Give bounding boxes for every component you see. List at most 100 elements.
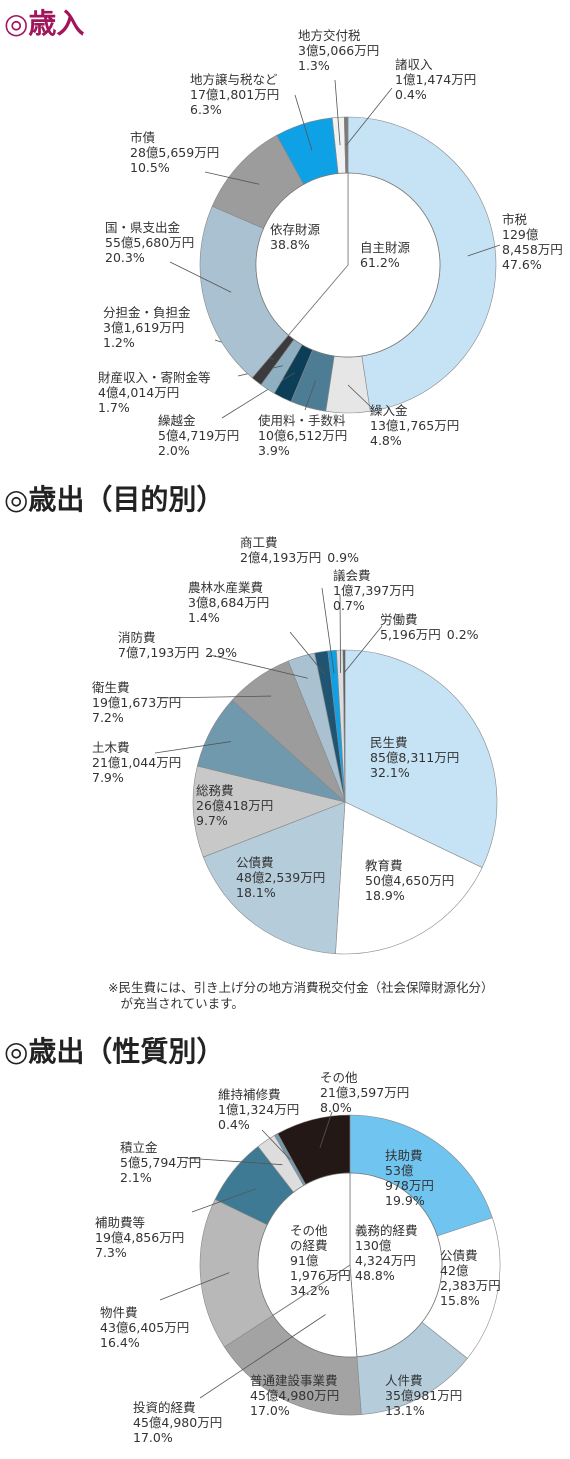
label-percent: 38.8%	[270, 237, 310, 252]
slice-label: 商工費 2億4,193万円 0.9%	[240, 535, 359, 565]
label-percent: 20.3%	[105, 250, 145, 265]
label-percent: 0.4%	[395, 87, 427, 102]
slice-label: 地方譲与税など 17億1,801万円 6.3%	[190, 72, 279, 117]
leader-line	[347, 384, 373, 409]
label-amount: 50億4,650万円	[365, 873, 455, 888]
slice-label: 民生費 85億8,311万円 32.1%	[370, 735, 459, 780]
label-percent: 13.1%	[385, 1403, 425, 1418]
leader-line	[339, 594, 341, 673]
group-wedge	[255, 172, 349, 336]
slice-label: 議会費 1億7,397万円 0.7%	[333, 568, 414, 613]
slice	[335, 801, 483, 955]
label-percent: 8.0%	[320, 1100, 352, 1115]
label-name: 投資的経費	[133, 1400, 196, 1415]
slice-label: 積立金 5億5,794万円 2.1%	[120, 1140, 201, 1185]
leader-line	[159, 695, 272, 699]
label-percent: 16.4%	[100, 1335, 140, 1350]
label-percent: 17.0%	[250, 1403, 290, 1418]
label-amount: 1億7,397万円	[333, 583, 415, 598]
label-name: 労働費	[380, 612, 418, 627]
slice	[192, 765, 346, 858]
label-name: 維持補修費	[218, 1087, 281, 1102]
leader-line	[346, 87, 393, 146]
label-name: 繰越金	[158, 413, 196, 428]
leader-line	[467, 244, 501, 257]
leader-line	[169, 261, 232, 293]
slice-label: その他 21億3,597万円 8.0%	[320, 1070, 409, 1115]
label-percent: 9.7%	[196, 813, 228, 828]
label-percent: 1.3%	[298, 58, 330, 73]
label-amount: 5億4,719万円	[158, 428, 240, 443]
chart-title: ◎歳入	[4, 7, 85, 40]
group-wedge	[272, 1264, 358, 1358]
label-name: 地方交付税	[298, 28, 361, 43]
label-name: その他 の経費	[290, 1223, 328, 1253]
slice-label: 総務費 26億418万円 9.7%	[196, 783, 273, 828]
slice-label: 使用料・手数料 10億6,512万円 3.9%	[258, 413, 347, 458]
label-percent: 61.2%	[360, 255, 400, 270]
label-name: 扶助費	[385, 1148, 423, 1163]
label-amount: 3億8,684万円	[188, 595, 270, 610]
label-name: 農林水産業費	[188, 580, 264, 595]
slice-label: 普通建設事業費 45億4,980万円 17.0%	[250, 1373, 339, 1418]
label-amount: 43億6,405万円	[100, 1320, 190, 1335]
slice-label: 物件費 43億6,405万円 16.4%	[100, 1305, 189, 1350]
label-name: 物件費	[100, 1305, 138, 1320]
label-percent: 3.9%	[258, 443, 290, 458]
label-amount: 53億 978万円	[385, 1163, 434, 1193]
leader-line	[209, 654, 308, 679]
slice-label: 労働費 5,196万円 0.2%	[380, 612, 479, 642]
group-label: 依存財源 38.8%	[270, 222, 320, 252]
label-amount: 26億418万円	[196, 798, 274, 813]
slice-label: 市債 28億5,659万円 10.5%	[130, 130, 219, 175]
label-name: 消防費	[118, 630, 156, 645]
label-amount: 3億1,619万円	[103, 320, 185, 335]
label-name: 繰入金	[370, 403, 408, 418]
group-label: 義務的経費 130億 4,324万円 48.8%	[355, 1223, 418, 1283]
label-amount: 91億 1,976万円	[290, 1253, 351, 1283]
label-amount: 129億 8,458万円	[502, 227, 563, 257]
leader-line	[221, 372, 296, 419]
label-amount: 19億1,673万円	[92, 695, 182, 710]
chart-title: ◎歳出（目的別）	[4, 483, 225, 516]
label-name: 市債	[130, 130, 156, 145]
label-name: その他	[320, 1070, 358, 1085]
slice-label: 教育費 50億4,650万円 18.9%	[365, 858, 454, 903]
label-name: 教育費	[365, 858, 403, 873]
leader-line	[321, 587, 335, 674]
label-name: 依存財源	[270, 222, 321, 237]
group-wedge	[257, 1172, 351, 1316]
label-amount: 19億4,856万円	[95, 1230, 185, 1245]
label-percent: 2.0%	[158, 443, 190, 458]
label-name: 補助費等	[95, 1215, 146, 1230]
slice	[342, 649, 346, 803]
group-label: その他 の経費 91億 1,976万円 34.2%	[290, 1223, 351, 1298]
group-label: 投資的経費 45億4,980万円 17.0%	[133, 1400, 222, 1445]
label-name: 民生費	[370, 735, 408, 750]
label-name: 市税	[502, 212, 528, 227]
label-name: 義務的経費	[355, 1223, 418, 1238]
label-amount: 13億1,765万円	[370, 418, 460, 433]
label-name: 使用料・手数料	[258, 413, 346, 428]
label-amount: 4億4,014万円	[98, 385, 180, 400]
label-name: 議会費	[333, 568, 371, 583]
leader-line	[199, 1314, 326, 1399]
label-amount: 21億3,597万円	[320, 1085, 410, 1100]
label-percent: 7.9%	[92, 770, 124, 785]
slice-label: 衛生費 19億1,673万円 7.2%	[92, 680, 181, 725]
label-name: 積立金	[120, 1140, 158, 1155]
label-amount: 10億6,512万円	[258, 428, 348, 443]
leader-line	[261, 1129, 291, 1160]
label-percent: 0.7%	[333, 598, 365, 613]
label-percent: 0.9%	[327, 550, 360, 565]
slice-label: 分担金・負担金 3億1,619万円 1.2%	[103, 305, 191, 350]
label-percent: 1.2%	[103, 335, 135, 350]
label-name: 自主財源	[360, 240, 411, 255]
label-name: 公債費	[236, 855, 274, 870]
label-amount: 48億2,539万円	[236, 870, 326, 885]
label-percent: 1.4%	[188, 610, 220, 625]
label-percent: 2.1%	[120, 1170, 152, 1185]
label-name: 公債費	[440, 1248, 478, 1263]
slice-label: 土木費 21億1,044万円 7.9%	[92, 740, 181, 785]
